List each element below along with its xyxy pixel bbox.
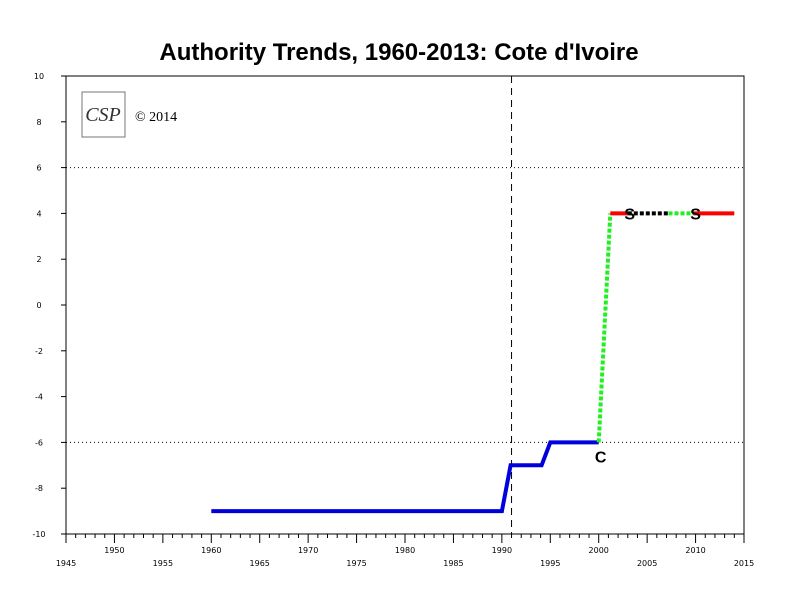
x-tick-label: 1985 [443, 559, 463, 568]
x-tick-label: 2015 [734, 559, 754, 568]
annotation-layer: C S S [595, 206, 701, 466]
series-line-2 [596, 213, 613, 443]
svg-text:CSP: CSP [85, 104, 121, 126]
x-tick-label: 1975 [346, 559, 366, 568]
x-tick-label: 2010 [685, 546, 705, 555]
event-annotation: S [690, 206, 701, 223]
event-annotation: C [595, 449, 607, 466]
y-tick-label: -6 [35, 438, 43, 447]
x-axis: 1945 1955 1965 1975 1985 1995 2005 2015 1950 1960… [56, 534, 754, 568]
series-line-1 [211, 440, 599, 514]
chart-title: Authority Trends, 1960-2013: Cote d'Ivoi… [159, 39, 638, 66]
y-tick-label: 8 [36, 118, 41, 127]
x-tick-label: 1980 [395, 546, 415, 555]
copyright-text: © 2014 [135, 110, 177, 125]
csp-logo: CSP [81, 91, 126, 138]
y-tick-label: 10 [34, 72, 44, 81]
y-tick-label: 4 [36, 209, 41, 218]
x-tick-label: 1945 [56, 559, 76, 568]
x-tick-label: 1990 [492, 546, 512, 555]
y-tick-label: -8 [35, 484, 43, 493]
event-annotation: S [624, 206, 635, 223]
y-tick-label: 6 [36, 164, 41, 173]
x-tick-label: 1950 [104, 546, 124, 555]
x-tick-label: 1955 [153, 559, 173, 568]
y-tick-label: -2 [35, 347, 43, 356]
y-tick-label: -4 [35, 393, 43, 402]
series-layer [211, 211, 735, 514]
x-tick-label: 2005 [637, 559, 657, 568]
x-tick-label: 1995 [540, 559, 560, 568]
x-tick-label: 1970 [298, 546, 318, 555]
y-axis: 10 8 6 4 2 0 -2 -4 -6 -8 -10 [32, 72, 66, 539]
y-tick-label: -10 [32, 530, 45, 539]
x-tick-label: 2000 [589, 546, 609, 555]
y-tick-label: 0 [36, 301, 41, 310]
reference-lines [66, 167, 744, 443]
y-tick-label: 2 [36, 255, 41, 264]
x-tick-label: 1960 [201, 546, 221, 555]
x-tick-label: 1965 [250, 559, 270, 568]
